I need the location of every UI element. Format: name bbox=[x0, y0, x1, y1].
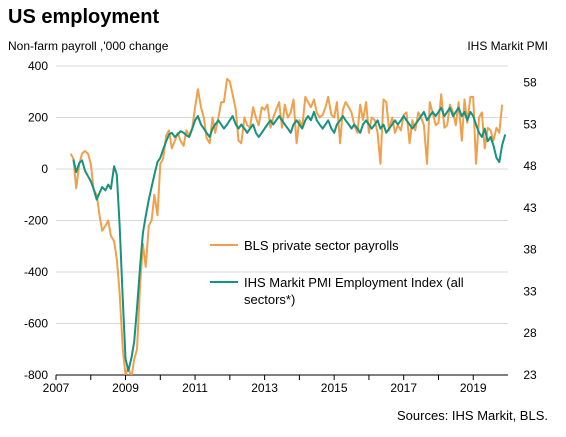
y-right-tick-label: 23 bbox=[523, 368, 537, 382]
left-axis-label: Non-farm payroll ,'000 change bbox=[8, 39, 169, 53]
y-left-tick-label: 0 bbox=[41, 162, 48, 176]
y-left-tick-label: -400 bbox=[24, 265, 48, 279]
y-right-tick-label: 58 bbox=[523, 76, 537, 90]
y-left-tick-label: 400 bbox=[28, 59, 48, 73]
y-left-tick-label: -800 bbox=[24, 368, 48, 382]
y-left-tick-label: -600 bbox=[24, 317, 48, 331]
x-tick-label: 2007 bbox=[43, 381, 70, 395]
x-tick-label: 2017 bbox=[390, 381, 417, 395]
y-right-tick-label: 48 bbox=[523, 159, 537, 173]
x-tick-label: 2015 bbox=[321, 381, 348, 395]
y-left-tick-label: 200 bbox=[28, 111, 48, 125]
x-tick-label: 2009 bbox=[112, 381, 139, 395]
y-right-tick-label: 28 bbox=[523, 326, 537, 340]
pmi-employment-line bbox=[72, 106, 507, 372]
legend-label-pmi: IHS Markit PMI Employment Index (all bbox=[244, 275, 464, 290]
x-tick-label: 2011 bbox=[182, 381, 208, 395]
y-right-tick-label: 43 bbox=[523, 201, 537, 215]
chart-title: US employment bbox=[8, 6, 160, 28]
legend-label-pmi-continued: sectors*) bbox=[244, 292, 295, 307]
bls-payrolls-line bbox=[69, 77, 504, 375]
x-tick-label: 2013 bbox=[251, 381, 278, 395]
y-right-tick-label: 33 bbox=[523, 284, 537, 298]
right-axis-label: IHS Markit PMI bbox=[467, 39, 548, 53]
legend-label-bls: BLS private sector payrolls bbox=[244, 238, 399, 253]
y-right-tick-label: 53 bbox=[523, 117, 537, 131]
x-tick-label: 2019 bbox=[460, 381, 487, 395]
y-left-tick-label: -200 bbox=[24, 214, 48, 228]
source-note: Sources: IHS Markit, BLS. bbox=[397, 408, 548, 423]
y-right-tick-label: 38 bbox=[523, 243, 537, 257]
